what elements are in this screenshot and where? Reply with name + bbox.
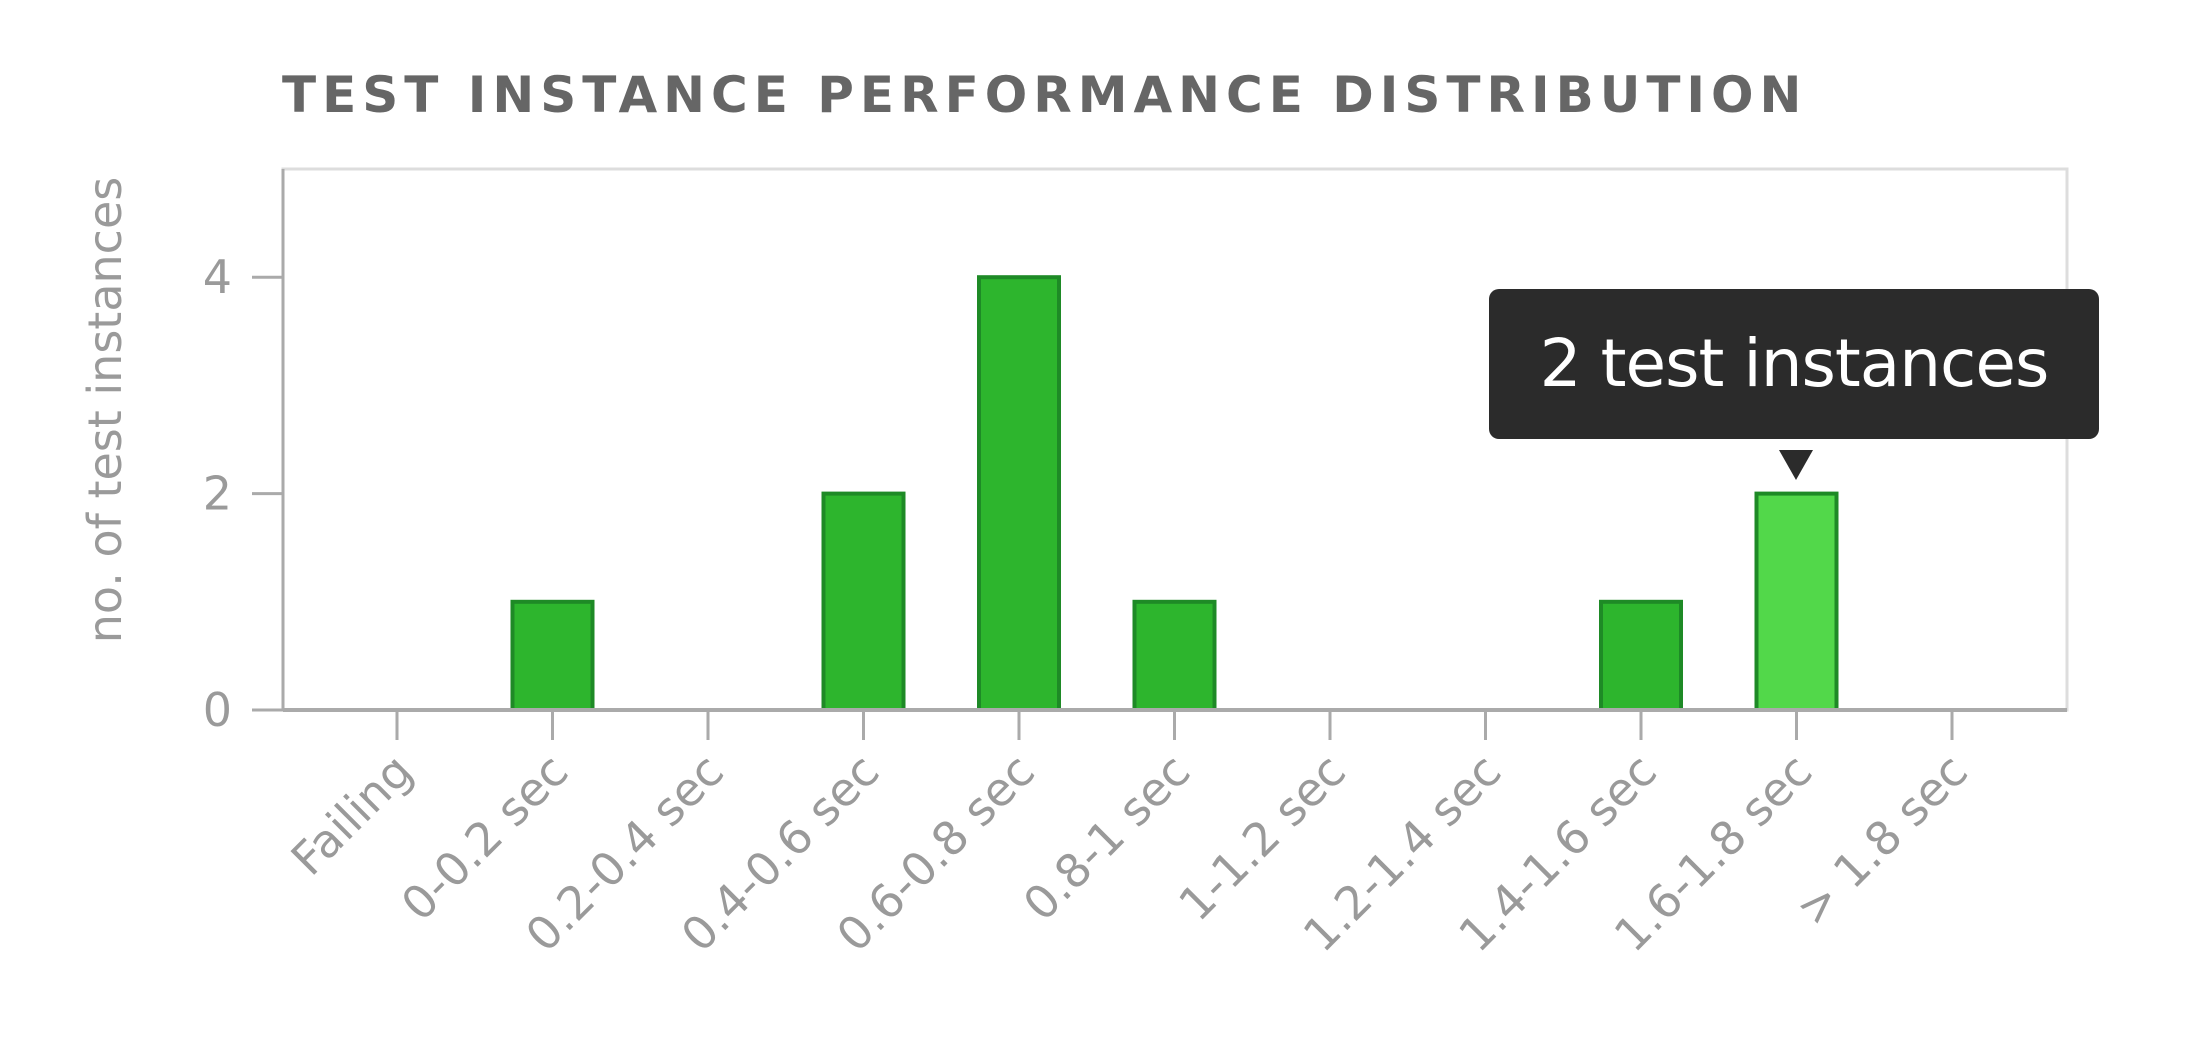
y-tick-label: 0	[203, 683, 232, 737]
bar-1-4-1-6-sec[interactable]	[1599, 599, 1683, 712]
bar-0-6-0-8-sec[interactable]	[977, 275, 1061, 712]
tooltip-arrow	[1779, 450, 1813, 480]
x-tick-label: Failing	[281, 744, 423, 886]
x-tick-label: 0.8-1 sec	[1013, 744, 1201, 932]
y-axis-label: no. of test instances	[78, 177, 132, 644]
chart-title: TEST INSTANCE PERFORMANCE DISTRIBUTION	[282, 66, 1808, 124]
bar-0-4-0-6-sec[interactable]	[821, 491, 906, 712]
y-tick-label: 2	[203, 467, 232, 521]
x-tick-label: > 1.8 sec	[1785, 744, 1978, 937]
bar-0-0-2-sec[interactable]	[510, 599, 595, 712]
bar-0-8-1-sec[interactable]	[1132, 599, 1217, 712]
bar-1-6-1-8-sec[interactable]	[1754, 491, 1839, 712]
bar-tooltip: 2 test instances	[1489, 289, 2099, 439]
y-tick-label: 4	[203, 250, 232, 304]
